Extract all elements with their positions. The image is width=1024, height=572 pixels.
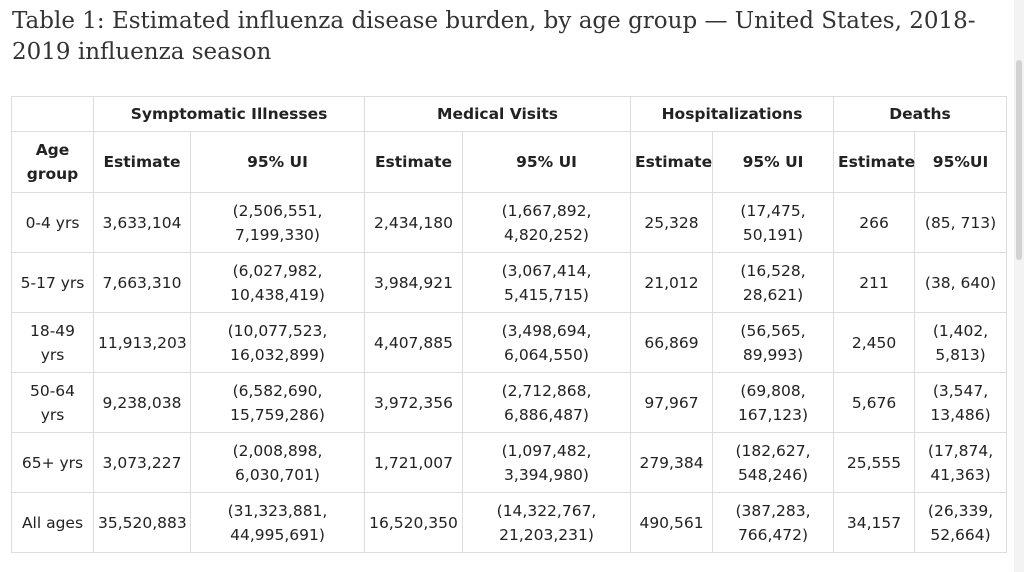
table-cell: 2,450 [834,313,915,373]
table-cell: (1,667,892, 4,820,252) [463,193,631,253]
age-group-cell: 18-49 yrs [12,313,94,373]
table-cell: 4,407,885 [365,313,463,373]
table-cell: (26,339, 52,664) [915,493,1007,553]
table-cell: 1,721,007 [365,433,463,493]
header-empty-cell [12,97,94,132]
header-group-row: Symptomatic Illnesses Medical Visits Hos… [12,97,1007,132]
table-body: 0-4 yrs 3,633,104 (2,506,551, 7,199,330)… [12,193,1007,553]
table-cell: 35,520,883 [94,493,191,553]
table-cell: (2,712,868, 6,886,487) [463,373,631,433]
table-cell: (31,323,881, 44,995,691) [191,493,365,553]
table-cell: (69,808, 167,123) [713,373,834,433]
table-cell: (17,475, 50,191) [713,193,834,253]
subheader-cell: 95% UI [191,132,365,193]
header-sub-row: Age group Estimate 95% UI Estimate 95% U… [12,132,1007,193]
table-row: 5-17 yrs 7,663,310 (6,027,982, 10,438,41… [12,253,1007,313]
scrollbar-thumb[interactable] [1016,60,1022,260]
table-cell: (1,097,482, 3,394,980) [463,433,631,493]
table-cell: 266 [834,193,915,253]
table-cell: (10,077,523, 16,032,899) [191,313,365,373]
table-cell: 3,633,104 [94,193,191,253]
age-group-cell: 5-17 yrs [12,253,94,313]
table-cell: 97,967 [631,373,713,433]
table-cell: (2,008,898, 6,030,701) [191,433,365,493]
subheader-cell: Estimate [834,132,915,193]
age-group-cell: 0-4 yrs [12,193,94,253]
subheader-cell: 95% UI [463,132,631,193]
table-cell: (3,067,414, 5,415,715) [463,253,631,313]
table-cell: 66,869 [631,313,713,373]
table-cell: 16,520,350 [365,493,463,553]
table-cell: 3,984,921 [365,253,463,313]
age-group-cell: All ages [12,493,94,553]
table-row: All ages 35,520,883 (31,323,881, 44,995,… [12,493,1007,553]
table-cell: (14,322,767, 21,203,231) [463,493,631,553]
table-cell: (38, 640) [915,253,1007,313]
header-age-group: Age group [12,132,94,193]
table-cell: 211 [834,253,915,313]
subheader-cell: 95%UI [915,132,1007,193]
table-cell: 490,561 [631,493,713,553]
age-group-cell: 50-64 yrs [12,373,94,433]
table-cell: 3,073,227 [94,433,191,493]
table-cell: 25,328 [631,193,713,253]
subheader-cell: 95% UI [713,132,834,193]
table-row: 0-4 yrs 3,633,104 (2,506,551, 7,199,330)… [12,193,1007,253]
table-cell: (16,528, 28,621) [713,253,834,313]
table-title: Table 1: Estimated influenza disease bur… [12,6,1002,68]
page-scrollbar[interactable] [1014,0,1024,572]
group-header-medical-visits: Medical Visits [365,97,631,132]
table-header: Symptomatic Illnesses Medical Visits Hos… [12,97,1007,193]
table-cell: 11,913,203 [94,313,191,373]
table-cell: (182,627, 548,246) [713,433,834,493]
table-cell: (2,506,551, 7,199,330) [191,193,365,253]
age-group-cell: 65+ yrs [12,433,94,493]
table-row: 18-49 yrs 11,913,203 (10,077,523, 16,032… [12,313,1007,373]
table-cell: 7,663,310 [94,253,191,313]
group-header-symptomatic-illnesses: Symptomatic Illnesses [94,97,365,132]
group-header-deaths: Deaths [834,97,1007,132]
table-cell: 2,434,180 [365,193,463,253]
table-cell: 9,238,038 [94,373,191,433]
table-cell: 279,384 [631,433,713,493]
table-cell: 34,157 [834,493,915,553]
subheader-cell: Estimate [94,132,191,193]
table-cell: 5,676 [834,373,915,433]
table-cell: (387,283, 766,472) [713,493,834,553]
group-header-hospitalizations: Hospitalizations [631,97,834,132]
table-cell: 3,972,356 [365,373,463,433]
table-cell: 25,555 [834,433,915,493]
table-row: 50-64 yrs 9,238,038 (6,582,690, 15,759,2… [12,373,1007,433]
table-cell: (1,402, 5,813) [915,313,1007,373]
subheader-cell: Estimate [365,132,463,193]
burden-table: Symptomatic Illnesses Medical Visits Hos… [11,96,1007,553]
table-cell: (17,874, 41,363) [915,433,1007,493]
table-row: 65+ yrs 3,073,227 (2,008,898, 6,030,701)… [12,433,1007,493]
table-cell: (3,498,694, 6,064,550) [463,313,631,373]
table-cell: (85, 713) [915,193,1007,253]
table-cell: (56,565, 89,993) [713,313,834,373]
table-cell: (6,027,982, 10,438,419) [191,253,365,313]
table-cell: (3,547, 13,486) [915,373,1007,433]
table-cell: (6,582,690, 15,759,286) [191,373,365,433]
table-cell: 21,012 [631,253,713,313]
subheader-cell: Estimate [631,132,713,193]
